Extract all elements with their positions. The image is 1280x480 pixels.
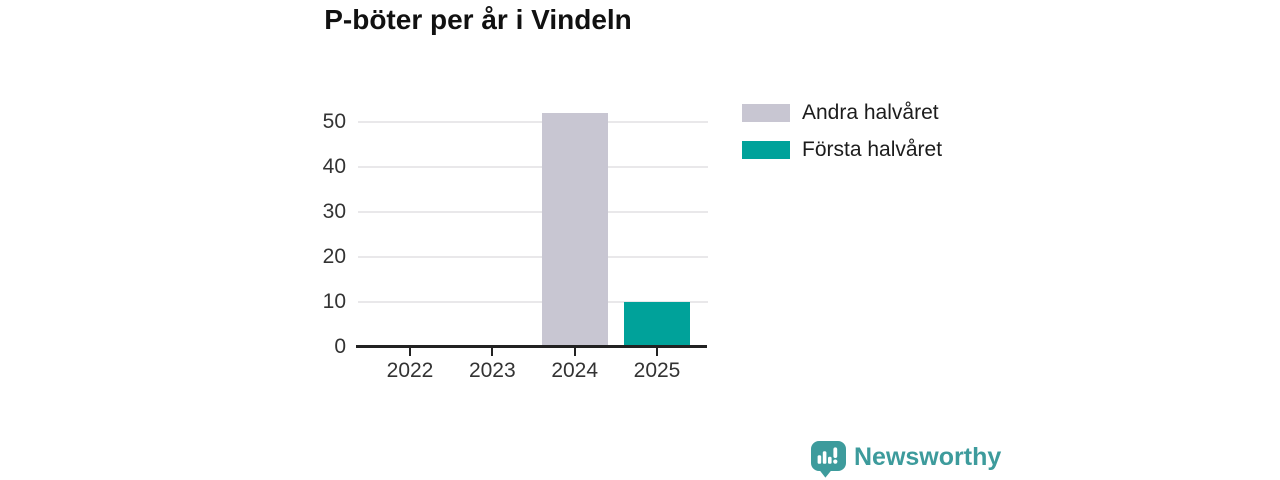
legend: Andra halvåret Första halvåret (742, 101, 942, 162)
y-axis-tick-label-40: 40 (322, 155, 346, 179)
x-axis-tick-label-2022: 2022 (386, 359, 434, 382)
y-axis-tick-label-20: 20 (322, 245, 346, 269)
x-axis-tick-label-2025: 2025 (633, 359, 681, 382)
legend-item-forsta-halvaret: Första halvåret (742, 138, 942, 162)
gridline-20 (358, 256, 708, 259)
x-axis-tick-label-2024: 2024 (551, 359, 599, 382)
y-axis-tick-label-30: 30 (322, 200, 346, 224)
x-axis-tick-label-2023: 2023 (468, 359, 516, 382)
newsworthy-logo-link[interactable]: Newsworthy (811, 441, 1001, 478)
gridline-50 (358, 121, 708, 124)
chart-title: P-böter per år i Vindeln (324, 4, 632, 35)
x-axis-tick-mark-2023 (491, 348, 494, 356)
x-axis-line (356, 345, 707, 348)
legend-swatch-andra-halvaret (742, 104, 790, 122)
legend-label-andra-halvaret: Andra halvåret (802, 101, 939, 124)
legend-item-andra-halvaret: Andra halvåret (742, 101, 942, 125)
y-axis-tick-label-10: 10 (322, 290, 346, 314)
x-axis-tick-mark-2025 (656, 348, 658, 356)
gridline-10 (358, 301, 708, 304)
bar-2025-forsta-halvaret (624, 302, 690, 347)
y-axis-tick-label-50: 50 (322, 110, 346, 134)
legend-label-forsta-halvaret: Första halvåret (802, 138, 943, 161)
legend-swatch-forsta-halvaret (742, 141, 790, 159)
y-axis-tick-label-0: 0 (334, 335, 346, 358)
x-axis-tick-mark-2022 (409, 348, 411, 356)
bar-2024-andra-halvaret (541, 113, 608, 347)
x-axis-tick-mark-2024 (573, 348, 576, 356)
newsworthy-wordmark: Newsworthy (854, 443, 1002, 471)
gridline-40 (358, 166, 708, 169)
gridline-30 (358, 211, 708, 214)
bar-chart-speech-bubble-icon (811, 441, 846, 478)
